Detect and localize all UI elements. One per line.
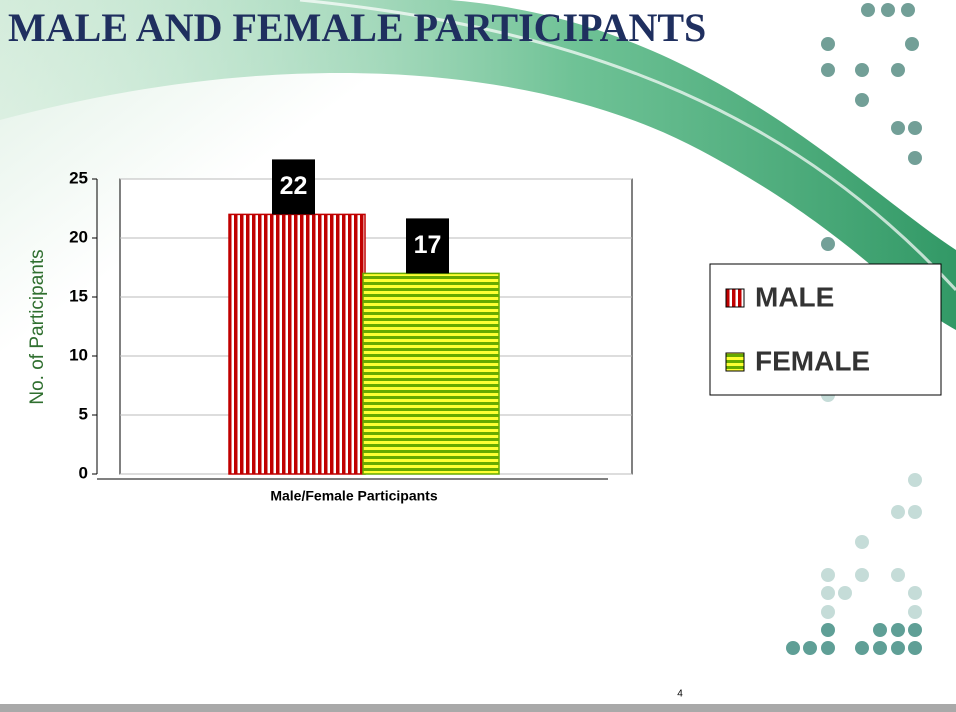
y-tick-label: 0 <box>79 463 88 482</box>
dots-light <box>821 388 922 619</box>
value-label: 22 <box>280 172 308 200</box>
value-label-box <box>272 159 315 215</box>
legend-swatch <box>725 352 745 372</box>
y-tick-label: 10 <box>69 345 88 364</box>
dots <box>821 3 922 251</box>
bar <box>228 213 366 475</box>
chart-title: MALE AND FEMALE PARTICIPANTS <box>8 5 706 50</box>
slide-number: 4 <box>677 689 683 700</box>
legend-label: FEMALE <box>755 345 870 376</box>
x-axis-title: Male/Female Participants <box>270 488 438 504</box>
dots-bottom <box>786 623 922 655</box>
swoosh-line <box>299 0 956 292</box>
value-label: 17 <box>414 231 442 259</box>
y-tick-label: 20 <box>69 227 88 246</box>
legend-label: MALE <box>755 281 834 312</box>
y-tick-label: 25 <box>69 168 88 187</box>
legend-swatch <box>725 288 745 308</box>
y-axis-title: No. of Participants <box>27 249 48 404</box>
swoosh <box>0 0 956 330</box>
footer-bar <box>0 704 956 712</box>
y-tick-label: 15 <box>69 286 88 305</box>
y-tick-label: 5 <box>79 404 88 423</box>
bar <box>362 272 500 475</box>
value-label-box <box>406 218 449 274</box>
legend <box>709 263 942 396</box>
